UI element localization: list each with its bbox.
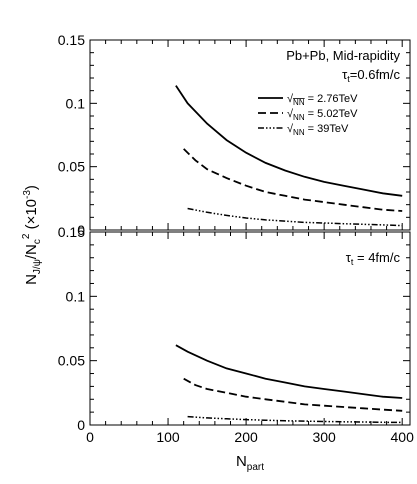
x-tick-label: 0 bbox=[86, 429, 94, 445]
y-tick-label: 0.15 bbox=[58, 32, 85, 48]
y-tick-label: 0 bbox=[77, 417, 85, 433]
legend-sub-39: NN bbox=[293, 128, 305, 137]
y-tick-label: 0.05 bbox=[58, 353, 85, 369]
ylabel-suffix: (×10 bbox=[23, 199, 40, 234]
legend-sub-502: NN bbox=[293, 113, 305, 122]
ylabel-main: N bbox=[23, 274, 40, 285]
series-line bbox=[187, 207, 403, 227]
series-line bbox=[183, 377, 403, 412]
top-tau-label: τt=0.6fm/c bbox=[342, 67, 400, 84]
series-line bbox=[183, 148, 403, 212]
bottom-tau-label: τt = 4fm/c bbox=[346, 250, 401, 267]
ylabel-sub1: J/ψ bbox=[32, 259, 43, 274]
x-tick-label: 100 bbox=[156, 429, 180, 445]
x-tick-label: 400 bbox=[391, 429, 415, 445]
legend-value-276: = 2.76TeV bbox=[305, 93, 359, 105]
y-tick-label: 0.15 bbox=[58, 224, 85, 240]
top-tau-symbol: τ bbox=[342, 67, 348, 82]
xlabel-main: N bbox=[236, 453, 247, 470]
xlabel-sub: part bbox=[247, 462, 264, 473]
x-tick-label: 200 bbox=[234, 429, 258, 445]
series-line bbox=[175, 85, 403, 197]
series-line bbox=[187, 415, 403, 424]
top-tau-sub: t bbox=[347, 74, 350, 84]
y-tick-label: 0.1 bbox=[66, 288, 86, 304]
legend-value-39: = 39TeV bbox=[305, 123, 349, 135]
bottom-tau-sub: t bbox=[351, 257, 354, 267]
series-line bbox=[175, 344, 403, 399]
bottom-panel-series bbox=[175, 344, 403, 424]
y-tick-label: 0.1 bbox=[66, 95, 86, 111]
ylabel-close: ) bbox=[23, 185, 40, 190]
x-tick-label: 300 bbox=[312, 429, 336, 445]
legend-value-502: = 5.02TeV bbox=[305, 108, 359, 120]
x-axis-label: Npart bbox=[236, 453, 264, 473]
ylabel-suffix-sup: -3 bbox=[22, 190, 33, 199]
legend-label-276: √NN = 2.76TeV bbox=[287, 93, 358, 107]
ylabel-mid: /N bbox=[23, 244, 40, 259]
ylabel-sup: 2 bbox=[21, 233, 32, 239]
top-panel-series bbox=[175, 85, 403, 227]
y-tick-label: 0 bbox=[77, 222, 85, 238]
top-tau-value: =0.6fm/c bbox=[350, 67, 401, 82]
bottom-tau-value: = 4fm/c bbox=[353, 250, 400, 265]
top-annotation: Pb+Pb, Mid-rapidity bbox=[286, 48, 400, 63]
bottom-panel-frame bbox=[89, 231, 411, 426]
legend-root-39: √ bbox=[287, 123, 294, 135]
top-panel-frame bbox=[89, 39, 411, 231]
y-tick-label: 0.05 bbox=[58, 159, 85, 175]
legend-root-276: √ bbox=[287, 93, 294, 105]
legend: √NN = 2.76TeV √NN = 5.02TeV √NN = 39TeV bbox=[258, 93, 358, 137]
legend-label-502: √NN = 5.02TeV bbox=[287, 108, 358, 122]
bottom-tau-symbol: τ bbox=[346, 250, 352, 265]
bottom-panel-ticks: 00.050.10.150 100 200 300 400 bbox=[58, 224, 414, 445]
legend-root-502: √ bbox=[287, 108, 294, 120]
y-axis-label: NJ/ψ/Nc2 (×10-3) bbox=[21, 185, 43, 285]
legend-label-39: √NN = 39TeV bbox=[287, 123, 349, 137]
ylabel-sub2: c bbox=[32, 239, 43, 244]
top-panel-ticks: 0 0.05 0.1 0.15 bbox=[58, 32, 410, 238]
legend-sub-276: NN bbox=[293, 98, 305, 107]
